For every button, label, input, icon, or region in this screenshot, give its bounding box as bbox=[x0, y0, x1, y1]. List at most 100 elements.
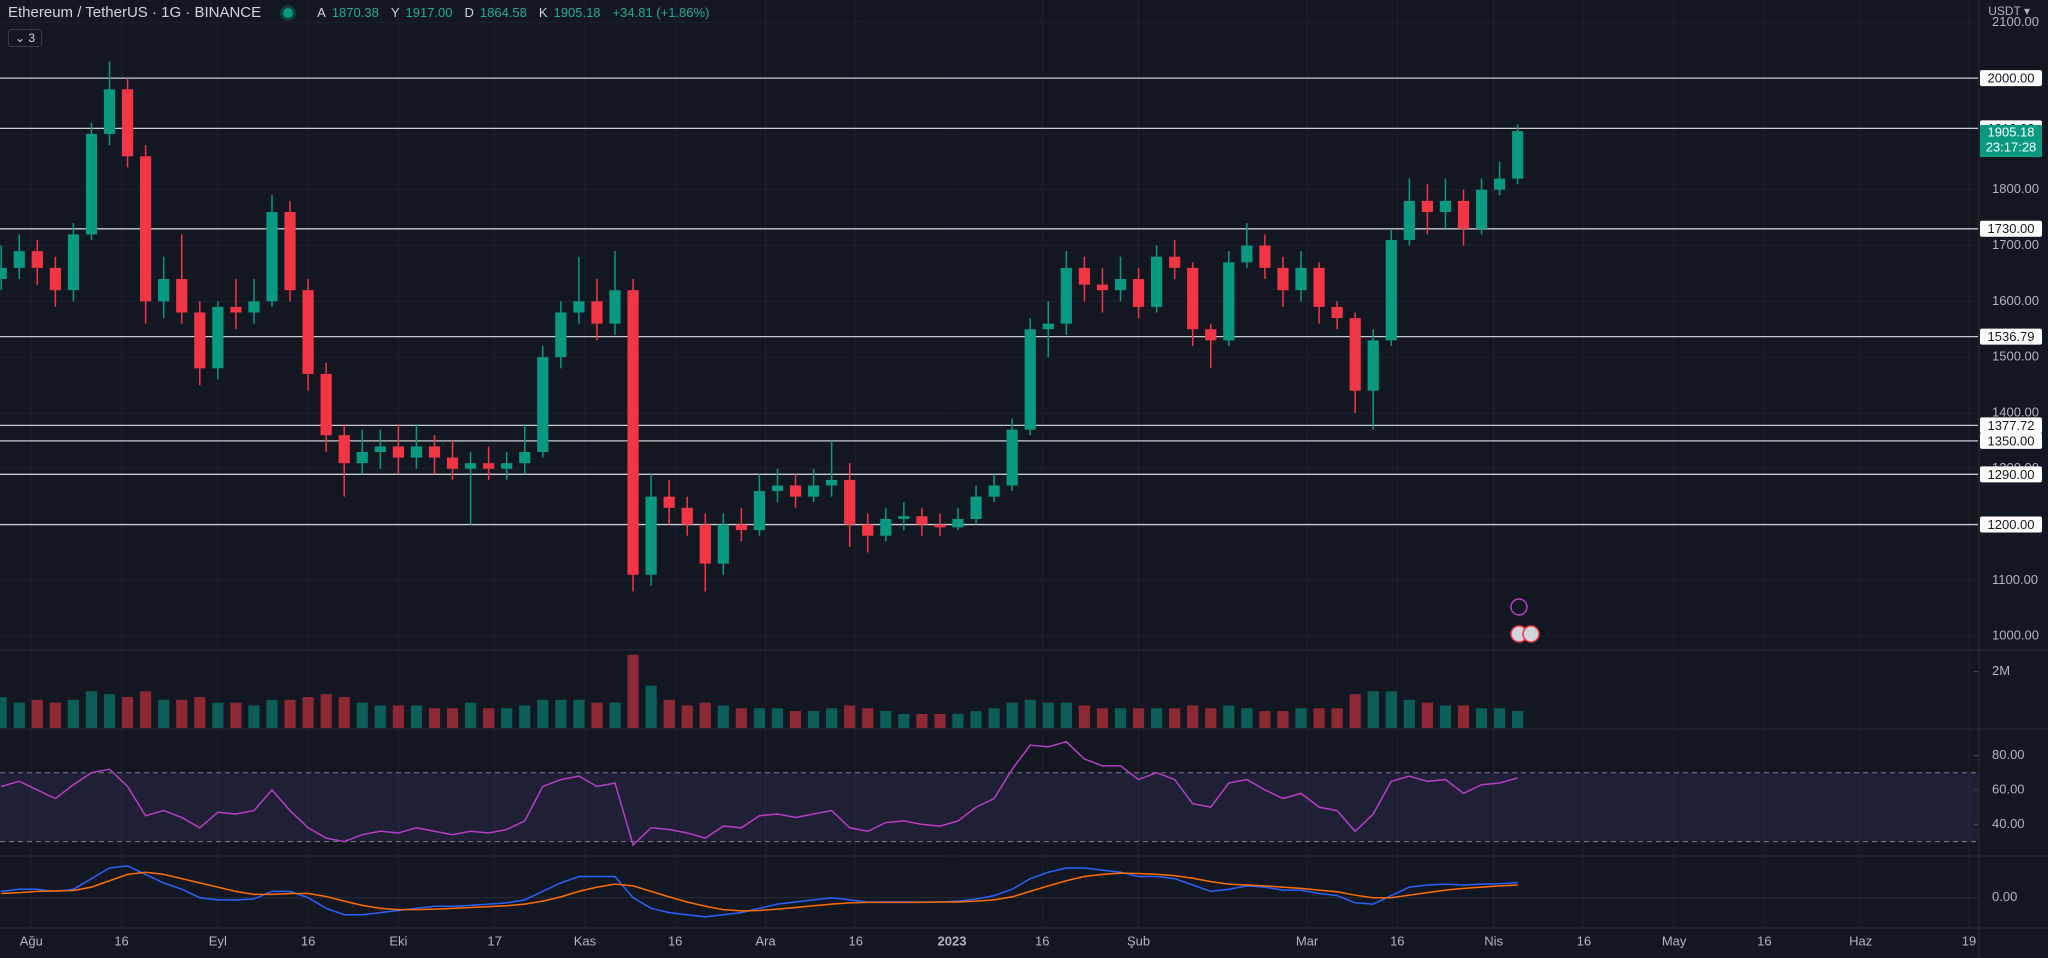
candle-body bbox=[1150, 256, 1163, 307]
volume-bar bbox=[1006, 702, 1018, 728]
volume-bar bbox=[1205, 708, 1217, 728]
macd-tick-label: 0.00 bbox=[1992, 889, 2017, 904]
candle-body bbox=[1223, 262, 1235, 341]
volume-bar bbox=[320, 694, 332, 728]
candle-body bbox=[446, 457, 459, 469]
volume-bar bbox=[1150, 708, 1163, 728]
rsi-tick-label: 80.00 bbox=[1992, 747, 2025, 762]
volume-bar bbox=[1475, 708, 1488, 728]
candle-body bbox=[519, 452, 531, 464]
ohlc-key: D bbox=[464, 5, 474, 20]
candle-body bbox=[1494, 178, 1506, 190]
candle-body bbox=[1349, 318, 1361, 391]
volume-bar bbox=[1439, 705, 1452, 728]
candle-body bbox=[609, 290, 621, 324]
candle-body bbox=[789, 485, 802, 497]
volume-bar bbox=[645, 685, 657, 728]
candle-body bbox=[392, 446, 404, 458]
volume-bar bbox=[898, 713, 910, 728]
candle-body bbox=[555, 312, 567, 358]
currency-menu[interactable]: USDT ▾ bbox=[1988, 4, 2030, 18]
candle-body bbox=[537, 357, 549, 453]
x-tick-label: 16 bbox=[668, 933, 682, 948]
candle-body bbox=[627, 290, 639, 575]
candle-body bbox=[1132, 279, 1145, 307]
volume-bar bbox=[1259, 711, 1271, 728]
candle-body bbox=[1205, 329, 1217, 341]
volume-bar bbox=[428, 708, 441, 728]
candle-body bbox=[970, 496, 982, 519]
ohlc-value: 1864.58 bbox=[479, 5, 527, 20]
candle-body bbox=[428, 446, 441, 458]
volume-bar bbox=[103, 694, 116, 728]
ohlc-value: 1870.38 bbox=[331, 5, 379, 20]
candle-body bbox=[1367, 340, 1379, 391]
volume-bar bbox=[1385, 691, 1397, 728]
volume-bar bbox=[826, 708, 838, 728]
level-label-box bbox=[1980, 432, 2042, 449]
x-tick-label: Şub bbox=[1127, 933, 1150, 948]
ohlc-value: 1917.00 bbox=[405, 5, 453, 20]
volume-bar bbox=[1187, 705, 1199, 728]
candle-body bbox=[176, 279, 188, 313]
candle-body bbox=[1385, 239, 1397, 341]
candle-body bbox=[1512, 131, 1524, 179]
volume-bar bbox=[212, 702, 224, 728]
candle-body bbox=[1169, 256, 1181, 268]
volume-bar bbox=[699, 702, 711, 728]
volume-bar bbox=[753, 708, 766, 728]
volume-bar bbox=[1114, 708, 1127, 728]
volume-bar bbox=[807, 711, 820, 728]
x-tick-label: May bbox=[1662, 933, 1687, 948]
x-tick-label: 16 bbox=[1390, 933, 1404, 948]
volume-bar bbox=[519, 705, 531, 728]
rsi-tick-label: 60.00 bbox=[1992, 781, 2025, 796]
level-label: 1536.79 bbox=[1988, 329, 2035, 344]
y-tick-label: 2100.00 bbox=[1992, 14, 2039, 29]
volume-bar bbox=[374, 705, 386, 728]
change: +34.81 (+1.86%) bbox=[612, 5, 710, 20]
volume-bar bbox=[356, 702, 368, 728]
candle-body bbox=[338, 435, 350, 464]
volume-bar bbox=[934, 713, 946, 728]
candle-body bbox=[699, 524, 711, 564]
y-tick-label: 1000.00 bbox=[1992, 628, 2039, 643]
level-label-box bbox=[1980, 516, 2042, 533]
volume-bar bbox=[49, 702, 61, 728]
x-tick-label: Haz bbox=[1849, 933, 1872, 948]
volume-bar bbox=[501, 708, 513, 728]
ohlc-key: Y bbox=[390, 5, 400, 20]
candle-body bbox=[717, 524, 729, 564]
candle-body bbox=[916, 516, 928, 525]
y-tick-label: 1600.00 bbox=[1992, 293, 2039, 308]
candle-body bbox=[1060, 267, 1072, 324]
symbol[interactable]: Ethereum / TetherUS · 1G · BINANCE bbox=[8, 4, 262, 21]
indicator-toggle[interactable]: ⌄ 3 bbox=[8, 29, 43, 47]
volume-bar bbox=[410, 705, 423, 728]
x-tick-label: 2023 bbox=[938, 933, 967, 948]
x-tick-label: 16 bbox=[1035, 933, 1049, 948]
x-tick-label: Nis bbox=[1484, 933, 1503, 948]
candle-body bbox=[952, 518, 964, 528]
volume-bar bbox=[1277, 711, 1289, 728]
volume-bar bbox=[194, 696, 206, 728]
volume-bar bbox=[591, 702, 603, 728]
candle-body bbox=[158, 279, 170, 302]
level-label: 1730.00 bbox=[1988, 221, 2035, 236]
volume-bar bbox=[573, 699, 585, 728]
candle-body bbox=[1403, 200, 1415, 240]
volume-bar bbox=[681, 705, 693, 728]
x-tick-label: 16 bbox=[301, 933, 315, 948]
candle-body bbox=[1277, 267, 1289, 291]
volume-bar bbox=[1403, 699, 1415, 728]
candle-body bbox=[302, 290, 314, 374]
volume-bar bbox=[248, 705, 260, 728]
x-tick-label: 16 bbox=[1577, 933, 1591, 948]
candle-body bbox=[771, 485, 784, 492]
volume-bar bbox=[464, 702, 477, 728]
volume-bar bbox=[916, 713, 928, 728]
candle-body bbox=[194, 312, 206, 369]
candle-body bbox=[753, 491, 766, 531]
volume-bar bbox=[1223, 705, 1235, 728]
